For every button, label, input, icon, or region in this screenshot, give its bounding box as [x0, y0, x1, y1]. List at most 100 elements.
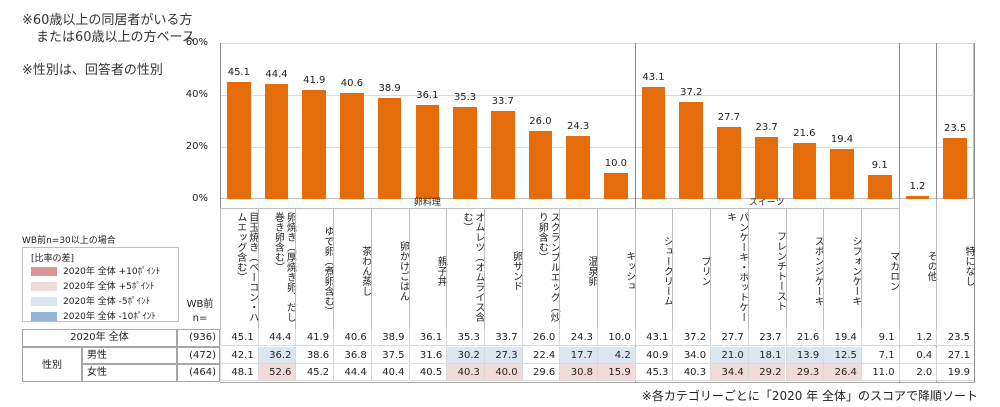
plot-right-edge	[974, 43, 975, 383]
bar	[264, 83, 289, 199]
table-cell: 44.4	[257, 329, 296, 346]
table-cell: 27.3	[483, 346, 522, 364]
table-cell: 31.6	[408, 346, 447, 364]
bar-value-label: 1.2	[909, 180, 926, 192]
legend-item: 2020年 全体 +10ﾎﾟｲﾝﾄ	[31, 265, 178, 280]
table-cell: 17.7	[559, 346, 597, 364]
bar	[905, 195, 930, 199]
bar-value-label: 38.9	[378, 82, 401, 94]
row-n: (472)	[177, 346, 220, 364]
table-cell: 9.1	[860, 329, 899, 346]
category-label: パンケーキ・ホットケーキ	[710, 208, 748, 329]
category-label: 卵サンド	[483, 208, 522, 329]
category-label: 茶わん蒸し	[333, 208, 371, 329]
category-label: スポンジケーキ	[785, 208, 823, 329]
table-cell: 12.5	[823, 346, 861, 364]
legend: [比率の差] 2020年 全体 +10ﾎﾟｲﾝﾄ 2020年 全体 +5ﾎﾟｲﾝﾄ…	[22, 247, 179, 322]
table-cell: 40.6	[333, 329, 371, 346]
table-cell: 1.2	[898, 329, 937, 346]
gridline	[220, 43, 974, 44]
table-cell: 7.1	[860, 346, 899, 364]
legend-label: 2020年 全体 +5ﾎﾟｲﾝﾄ	[63, 282, 155, 292]
row-label: 女性	[82, 364, 177, 382]
base-note-2: または60歳以上の方ベース	[36, 30, 195, 45]
y-tick-label: 40%	[185, 89, 208, 100]
table-cell: 23.5	[936, 329, 974, 346]
table-cell: 45.2	[295, 364, 334, 381]
n-header: WB前 n=	[183, 298, 217, 326]
legend-swatch	[31, 297, 57, 306]
category-label: シフォンケーキ	[823, 208, 861, 329]
legend-title: [比率の差]	[31, 254, 75, 264]
table-cell: 11.0	[860, 364, 899, 381]
bar	[227, 81, 251, 199]
category-label: シュークリーム	[634, 208, 672, 329]
row-n: (936)	[177, 329, 220, 347]
table-cell: 36.8	[333, 346, 371, 364]
bar	[943, 137, 967, 199]
plot-frame	[220, 43, 974, 199]
table-cell: 24.3	[559, 329, 597, 346]
legend-item: 2020年 全体 +5ﾎﾟｲﾝﾄ	[31, 280, 178, 295]
table-cell: 21.6	[785, 329, 824, 346]
table-cell: 30.2	[446, 346, 484, 364]
table-cell: 40.3	[672, 364, 711, 381]
legend-label: 2020年 全体 -10ﾎﾟｲﾝﾄ	[63, 312, 156, 322]
bar	[792, 142, 817, 199]
table-cell: 37.2	[672, 329, 711, 346]
category-label: スクランブルエッグ（炒り卵含む）	[521, 208, 559, 329]
legend-label: 2020年 全体 +10ﾎﾟｲﾝﾄ	[63, 267, 161, 277]
bar	[604, 173, 628, 199]
table-cell: 36.1	[408, 329, 447, 346]
bar	[453, 107, 477, 199]
table-cell: 52.6	[257, 364, 296, 381]
category-label: ゆで卵（煮卵含む）	[295, 208, 333, 329]
table-cell: 41.9	[295, 329, 334, 346]
group-label: 卵料理	[220, 199, 635, 209]
table-cell: 45.3	[634, 364, 673, 381]
table-cell: 34.0	[672, 346, 711, 364]
bar	[679, 102, 704, 199]
category-label: 卵焼き（厚焼き卵、だし巻き卵含む）	[257, 208, 295, 329]
bar-value-label: 44.4	[265, 68, 288, 80]
table-bottom	[220, 381, 974, 383]
table-cell: 27.7	[710, 329, 748, 346]
table-cell: 44.4	[333, 364, 371, 381]
category-label: プリン	[672, 208, 710, 329]
table-cell: 38.6	[295, 346, 334, 364]
bar-value-label: 23.5	[944, 122, 967, 134]
category-label: その他	[898, 199, 936, 329]
legend-swatch	[31, 282, 57, 291]
y-tick-label: 0%	[192, 193, 208, 204]
bar-value-label: 35.3	[453, 92, 477, 104]
table-cell: 45.1	[220, 329, 258, 346]
table-cell: 30.8	[559, 364, 597, 381]
bar-value-label: 19.4	[830, 133, 854, 145]
table-cell: 33.7	[483, 329, 522, 346]
bar-value-label: 10.0	[604, 158, 627, 169]
category-label: マカロン	[860, 208, 899, 329]
table-cell: 29.3	[785, 364, 824, 381]
group-label: スイーツ	[634, 199, 899, 209]
table-cell: 13.9	[785, 346, 824, 364]
table-cell: 29.2	[747, 364, 786, 381]
gridline	[220, 147, 974, 148]
table-cell: 22.4	[521, 346, 560, 364]
legend-item: 2020年 全体 -10ﾎﾟｲﾝﾄ	[31, 310, 178, 325]
bar	[377, 97, 402, 199]
gender-note: ※性別は、回答者の性別	[22, 63, 163, 78]
category-label: 目玉焼き（ベーコン・ハムエッグ含む）	[220, 208, 258, 329]
legend-item: 2020年 全体 -5ﾎﾟｲﾝﾄ	[31, 295, 178, 310]
bar-value-label: 40.6	[340, 78, 364, 90]
bar-value-label: 37.2	[680, 87, 703, 99]
bar	[566, 135, 590, 199]
table-cell: 40.0	[483, 364, 522, 381]
bar	[830, 148, 854, 199]
bar-value-label: 9.1	[871, 160, 888, 172]
table-cell: 48.1	[220, 364, 258, 381]
table-cell: 27.1	[936, 346, 974, 364]
bar	[302, 90, 327, 199]
table-cell: 10.0	[597, 329, 635, 346]
table-cell: 19.9	[936, 364, 974, 381]
